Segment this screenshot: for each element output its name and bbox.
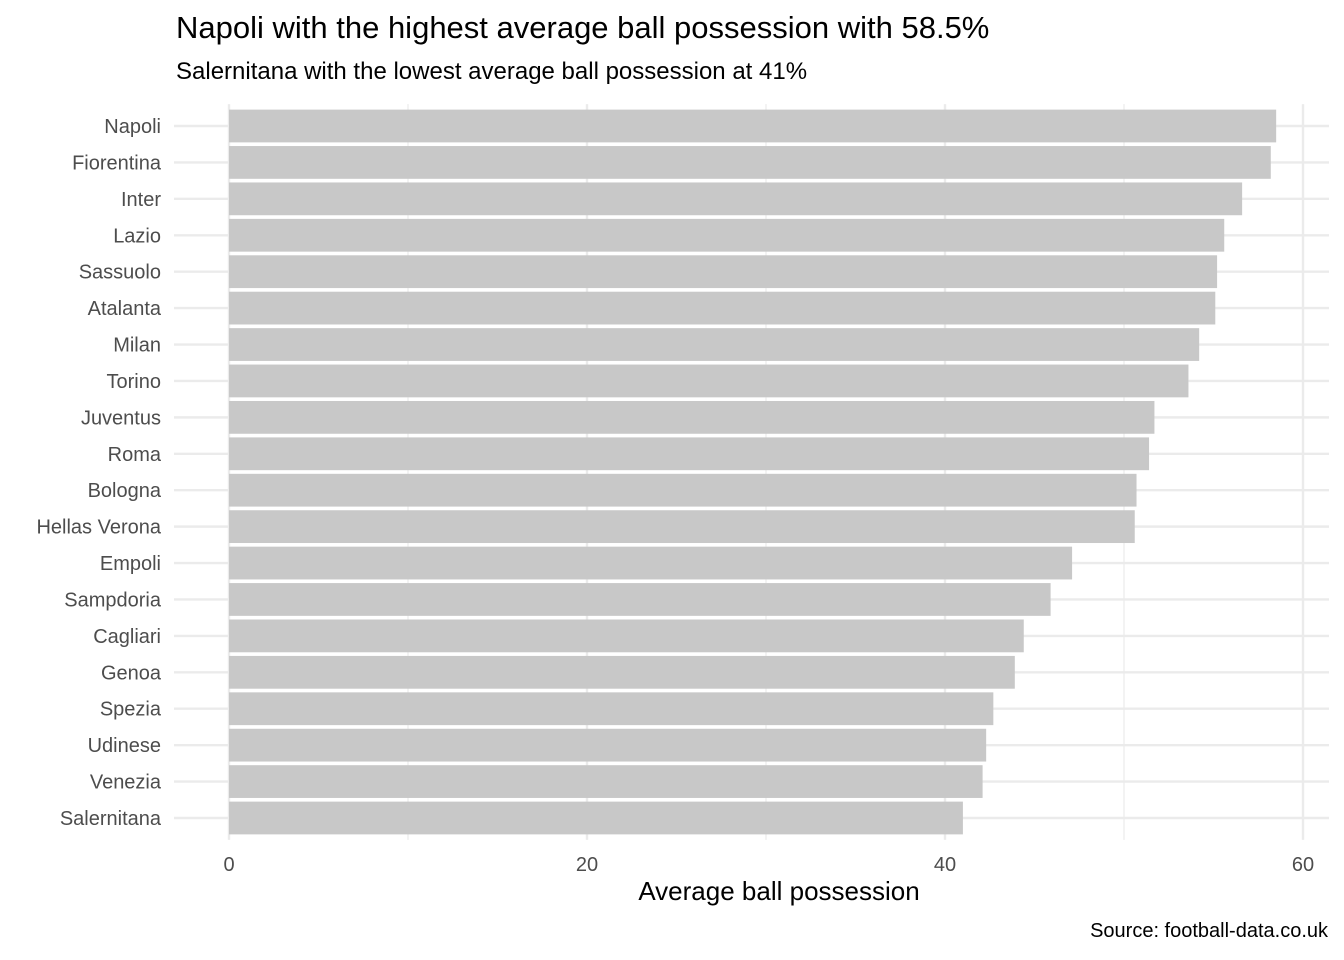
bar-napoli	[229, 109, 1277, 143]
bar-cagliari	[229, 619, 1024, 653]
bar-torino	[229, 364, 1189, 398]
y-tick-label: Bologna	[88, 480, 162, 502]
bars	[229, 109, 1277, 835]
bar-atalanta	[229, 291, 1216, 325]
x-tick-label: 40	[934, 854, 956, 876]
y-tick-label: Lazio	[113, 225, 161, 247]
y-tick-label: Empoli	[100, 553, 161, 575]
bar-sassuolo	[229, 255, 1218, 289]
bar-spezia	[229, 692, 994, 726]
y-tick-label: Cagliari	[93, 626, 161, 648]
source-caption: Source: football-data.co.uk	[1090, 920, 1328, 942]
y-tick-label: Udinese	[88, 735, 161, 757]
y-tick-label: Torino	[107, 371, 161, 393]
y-tick-labels: Napoli Fiorentina Inter Lazio Sassuolo Atalan…	[36, 116, 161, 830]
bar-inter	[229, 182, 1243, 216]
bar-salernitana	[229, 801, 963, 835]
bar-fiorentina	[229, 146, 1271, 179]
bar-empoli	[229, 546, 1073, 580]
y-tick-label: Sampdoria	[64, 589, 162, 611]
y-tick-label: Venezia	[90, 772, 162, 794]
y-tick-label: Atalanta	[88, 298, 162, 320]
bar-lazio	[229, 218, 1225, 252]
y-tick-label: Hellas Verona	[36, 517, 161, 539]
bar-venezia	[229, 765, 983, 798]
bar-udinese	[229, 728, 987, 762]
y-tick-label: Genoa	[101, 662, 162, 684]
x-tick-labels: 0 20 40 60	[223, 854, 1314, 876]
bar-bologna	[229, 473, 1137, 507]
y-tick-label: Napoli	[104, 116, 161, 138]
y-tick-label: Fiorentina	[72, 152, 162, 174]
bar-sampdoria	[229, 583, 1051, 616]
y-tick-label: Sassuolo	[79, 262, 161, 284]
y-tick-label: Roma	[108, 444, 162, 466]
bar-hellas-verona	[229, 510, 1135, 544]
x-tick-label: 60	[1292, 854, 1314, 876]
chart-subtitle: Salernitana with the lowest average ball…	[176, 58, 808, 85]
y-tick-label: Inter	[121, 189, 161, 211]
y-tick-label: Milan	[113, 335, 161, 357]
x-tick-label: 20	[576, 854, 598, 876]
bar-roma	[229, 437, 1150, 471]
x-tick-label: 0	[223, 854, 234, 876]
bar-genoa	[229, 655, 1015, 689]
x-axis-title: Average ball possession	[638, 876, 920, 906]
bar-juventus	[229, 400, 1155, 434]
chart-title: Napoli with the highest average ball pos…	[176, 10, 990, 45]
y-tick-label: Juventus	[81, 407, 161, 429]
y-tick-label: Spezia	[100, 699, 162, 721]
y-tick-label: Salernitana	[60, 808, 162, 830]
bar-milan	[229, 328, 1200, 361]
